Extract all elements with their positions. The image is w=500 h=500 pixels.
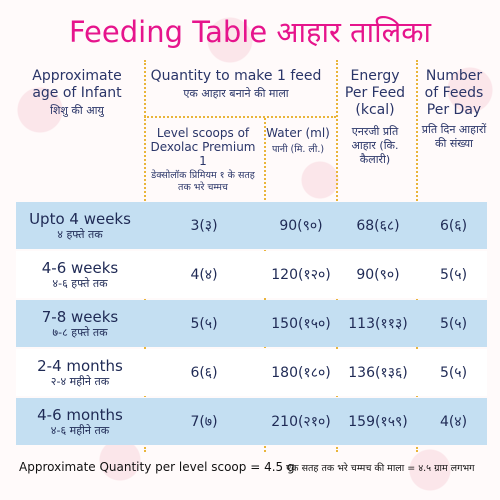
header-feeds: Number of Feeds Per Day प्रति दिन आहारों… [418,68,490,151]
energy-cell: 113(११३) [348,316,408,332]
header-age-hi: शिशु की आयु [50,104,104,117]
scoops-cell: 4(४) [190,267,218,283]
age-hi: २-४ महीने तक [50,374,110,388]
header-feeds-hi: प्रति दिन आहारों की संख्या [421,123,487,150]
header-energy: Energy Per Feed (kcal) एनरजी प्रति आहार … [338,68,412,167]
age-hi: ७-८ हफ्ते तक [52,325,108,339]
table-row: Upto 4 weeks ४ हफ्ते तक 3(३) 90(९०) 68(६… [16,202,487,249]
age-hi: ४-६ महीने तक [50,423,110,437]
water-cell: 150(१५०) [271,316,331,332]
feeds-cell: 4(४) [439,414,468,430]
header-energy-en: Energy Per Feed (kcal) [344,68,406,118]
energy-cell: 159(१५९) [348,414,408,430]
header-quantity: Quantity to make 1 feed एक आहार बनाने की… [146,68,326,101]
age-cell: Upto 4 weeks ४ हफ्ते तक [16,202,144,249]
energy-cell: 68(६८) [356,218,400,234]
table-row: 4-6 weeks ४-६ हफ्ते तक 4(४) 120(१२०) 90(… [16,251,487,298]
table-body: Upto 4 weeks ४ हफ्ते तक 3(३) 90(९०) 68(६… [16,202,487,447]
age-cell: 7-8 weeks ७-८ हफ्ते तक [16,300,144,347]
feeds-cell: 5(५) [439,365,468,381]
header-scoops-hi: डेक्सोलॉक प्रिमियम १ के सतह तक भरे चम्मच [151,170,255,193]
table-row: 4-6 months ४-६ महीने तक 7(७) 210(२१०) 15… [16,398,487,445]
water-cell: 90(९०) [279,218,323,234]
header-water-hi: पानी (मि. ली.) [271,144,325,155]
feeds-cell: 5(५) [439,267,468,283]
age-en: Upto 4 weeks [29,209,131,228]
header-energy-hi: एनरजी प्रति आहार (कि. कैलारी) [351,125,399,166]
age-cell: 4-6 weeks ४-६ हफ्ते तक [16,251,144,298]
age-en: 7-8 weeks [41,307,119,326]
table-row: 7-8 weeks ७-८ हफ्ते तक 5(५) 150(१५०) 113… [16,300,487,347]
header-feeds-en: Number of Feeds Per Day [424,68,484,118]
age-en: 4-6 months [37,405,123,424]
energy-cell: 136(१३६) [348,365,408,381]
header-quantity-hi: एक आहार बनाने की माला [183,87,289,100]
feeds-cell: 5(५) [439,316,468,332]
header-quantity-en: Quantity to make 1 feed [150,68,322,84]
header-age: Approximate age of Infant शिशु की आयु [18,68,136,118]
header-age-en: Approximate age of Infant [32,68,122,101]
footer-note-en: Approximate Quantity per level scoop = 4… [19,460,295,474]
water-cell: 180(१८०) [271,365,331,381]
header-water-en: Water (ml) [266,126,330,140]
scoops-cell: 6(६) [190,365,218,381]
water-cell: 120(१२०) [271,267,331,283]
header-scoops: Level scoops of Dexolac Premium 1 डेक्सो… [146,126,260,194]
age-en: 4-6 weeks [41,258,119,277]
scoops-cell: 7(७) [190,414,218,430]
water-cell: 210(२१०) [271,414,331,430]
scoops-cell: 3(३) [190,218,218,234]
header-water: Water (ml) पानी (मि. ली.) [264,126,332,156]
table-row: 2-4 months २-४ महीने तक 6(६) 180(१८०) 13… [16,349,487,396]
age-hi: ४ हफ्ते तक [57,227,103,241]
age-en: 2-4 months [37,356,123,375]
header-scoops-en: Level scoops of Dexolac Premium 1 [150,126,256,168]
age-cell: 4-6 months ४-६ महीने तक [16,398,144,445]
energy-cell: 90(९०) [356,267,400,283]
age-hi: ४-६ हफ्ते तक [52,276,108,290]
feeds-cell: 6(६) [439,218,468,234]
page-title: Feeding Table आहार तालिका [68,15,432,49]
footer-note: Approximate Quantity per level scoop = 4… [0,452,500,482]
footer-note-hi: एक सतह तक भरे चम्मच की माला = ४.५ ग्राम … [286,463,475,474]
age-cell: 2-4 months २-४ महीने तक [16,349,144,396]
scoops-cell: 5(५) [190,316,218,332]
header-divider [144,116,336,118]
